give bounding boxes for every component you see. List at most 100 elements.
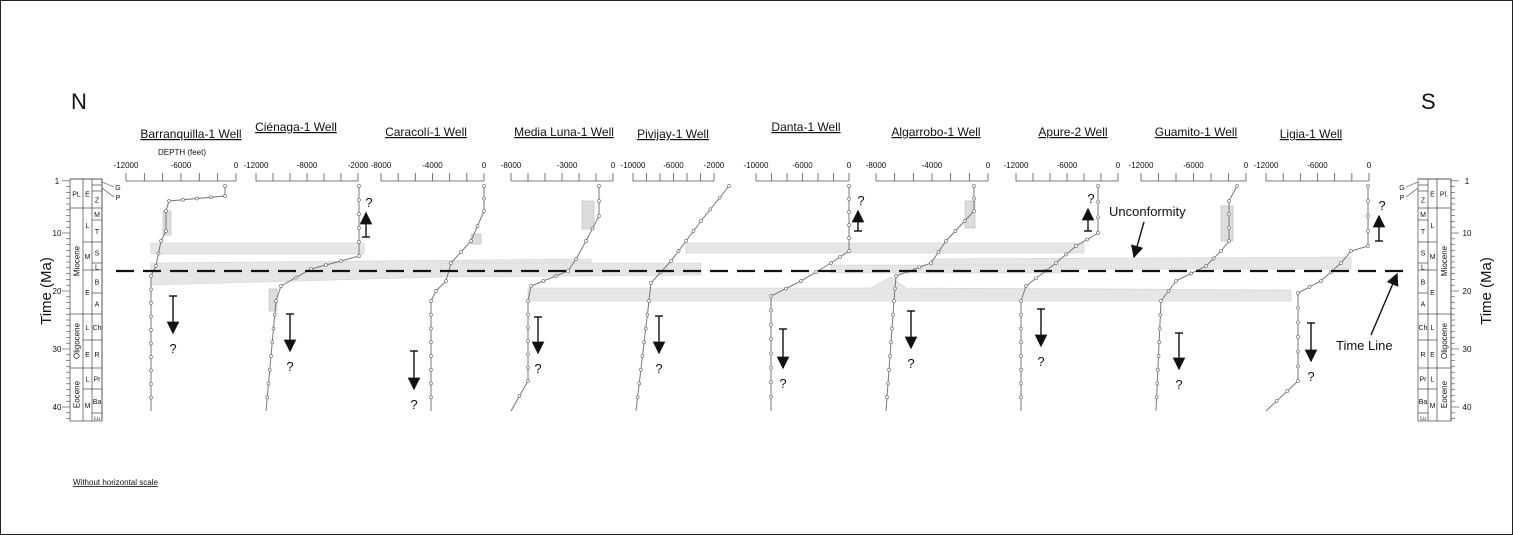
- sample-point: [357, 212, 361, 216]
- sample-point: [429, 381, 433, 386]
- sample-point: [429, 299, 433, 303]
- sample-point: [1366, 199, 1370, 203]
- time-scales: PLMioceneOligoceneEoceneELMELELMZMTSLBAC…: [53, 177, 1472, 422]
- sample-point: [1285, 389, 1290, 393]
- question-mark: ?: [1175, 377, 1182, 392]
- sample-point: [1157, 326, 1162, 331]
- well-header: Caracolí-1 Well -8000 -4000 0: [371, 125, 487, 182]
- sample-point: [676, 249, 681, 253]
- sample-point: [847, 236, 851, 240]
- sample-point: [637, 381, 642, 386]
- sample-point: [1096, 184, 1100, 188]
- sample-point: [1174, 279, 1178, 283]
- stage-label: Ba: [93, 399, 102, 406]
- depth-tick-label: -10000: [744, 161, 769, 170]
- sample-point: [1339, 261, 1343, 265]
- sample-point: [1219, 249, 1223, 253]
- well-curve-9: [1154, 184, 1239, 412]
- sample-point: [642, 340, 646, 345]
- sample-point: [847, 210, 851, 214]
- sample-point: [149, 382, 153, 386]
- sample-point: [1296, 379, 1300, 383]
- time-tick-label: 1: [1465, 177, 1470, 186]
- sample-point: [892, 299, 896, 303]
- sample-point: [1227, 225, 1231, 230]
- sample-point: [1019, 299, 1023, 303]
- sample-point: [936, 250, 941, 254]
- question-mark: ?: [655, 361, 662, 376]
- depth-axis-label: DEPTH (feet): [158, 148, 206, 157]
- subepoch-label: E: [85, 352, 90, 359]
- stage-label: Z: [1421, 198, 1426, 205]
- sample-point: [847, 197, 851, 201]
- well-name: Danta-1 Well: [771, 120, 840, 134]
- subepoch-label: E: [85, 192, 90, 199]
- sample-point: [1157, 340, 1161, 345]
- sample-highlight-box: [581, 200, 595, 230]
- sample-point: [640, 354, 645, 358]
- stage-label: G: [115, 185, 120, 192]
- sample-point: [167, 199, 171, 203]
- epoch-label: Eocene: [1440, 380, 1449, 408]
- time-line-label: Time Line: [1336, 338, 1393, 353]
- well-header: Guamito-1 Well -12000 -6000 0: [1129, 125, 1249, 182]
- sample-point: [838, 255, 842, 259]
- time-tick-label: 1: [55, 177, 60, 186]
- sample-point: [829, 261, 833, 265]
- sample-point: [769, 380, 773, 385]
- sample-point: [639, 367, 643, 372]
- sample-point: [1085, 237, 1089, 242]
- south-label: S: [1421, 89, 1436, 114]
- question-mark: ?: [1378, 198, 1385, 213]
- depth-tick-label: -2000: [348, 161, 369, 170]
- age-depth-line: [430, 186, 485, 411]
- correlation-band: [685, 242, 1085, 254]
- stage-label: R: [1420, 352, 1425, 359]
- stage-label: M: [1420, 212, 1426, 219]
- well-header: Ciénaga-1 Well -12000 -8000 -2000: [244, 120, 369, 182]
- sample-point: [526, 325, 530, 330]
- question-mark: ?: [286, 359, 293, 374]
- sample-point: [643, 326, 648, 331]
- older-uncertain-arrow: ?: [166, 295, 180, 356]
- depth-tick-label: -12000: [244, 161, 269, 170]
- sample-point: [1019, 381, 1023, 386]
- sample-point: [149, 274, 153, 278]
- depth-tick-label: -8000: [501, 161, 522, 170]
- stage-label: R: [94, 352, 99, 359]
- older-uncertain-arrow: ?: [407, 350, 421, 412]
- sample-point: [847, 249, 851, 253]
- depth-tick-label: -8000: [866, 161, 887, 170]
- sample-point: [953, 229, 958, 233]
- north-label: N: [71, 89, 87, 114]
- sample-point: [769, 351, 773, 356]
- correlation-band: [150, 242, 365, 255]
- younger-uncertain-arrow: ?: [1372, 198, 1386, 242]
- scale-note: Without horizontal scale: [73, 478, 158, 487]
- time-tick-label: 10: [1463, 229, 1472, 238]
- depth-tick-label: -10000: [621, 161, 646, 170]
- well-header: Danta-1 Well -10000 -6000 0: [744, 120, 852, 182]
- subepoch-label: L: [1431, 223, 1435, 230]
- sample-point: [972, 184, 976, 188]
- depth-tick-label: -12000: [1129, 161, 1154, 170]
- sample-point: [541, 279, 546, 283]
- well-curve-7: [885, 184, 976, 412]
- question-mark: ?: [534, 361, 541, 376]
- sample-point: [475, 224, 480, 228]
- sample-highlight-box: [470, 233, 482, 245]
- sample-point: [517, 394, 522, 398]
- sample-point: [526, 365, 530, 370]
- epoch-label: PL: [72, 192, 81, 199]
- sample-point: [1019, 354, 1023, 358]
- time-tick-label: 40: [1463, 403, 1472, 412]
- sample-point: [566, 269, 570, 273]
- sample-point: [149, 368, 153, 373]
- sample-point: [574, 257, 578, 261]
- sample-point: [429, 395, 433, 400]
- sample-point: [274, 299, 278, 303]
- sample-point: [1366, 184, 1370, 188]
- older-uncertain-arrow: ?: [531, 316, 545, 376]
- stage-label: P: [1400, 195, 1405, 202]
- sample-point: [149, 341, 153, 346]
